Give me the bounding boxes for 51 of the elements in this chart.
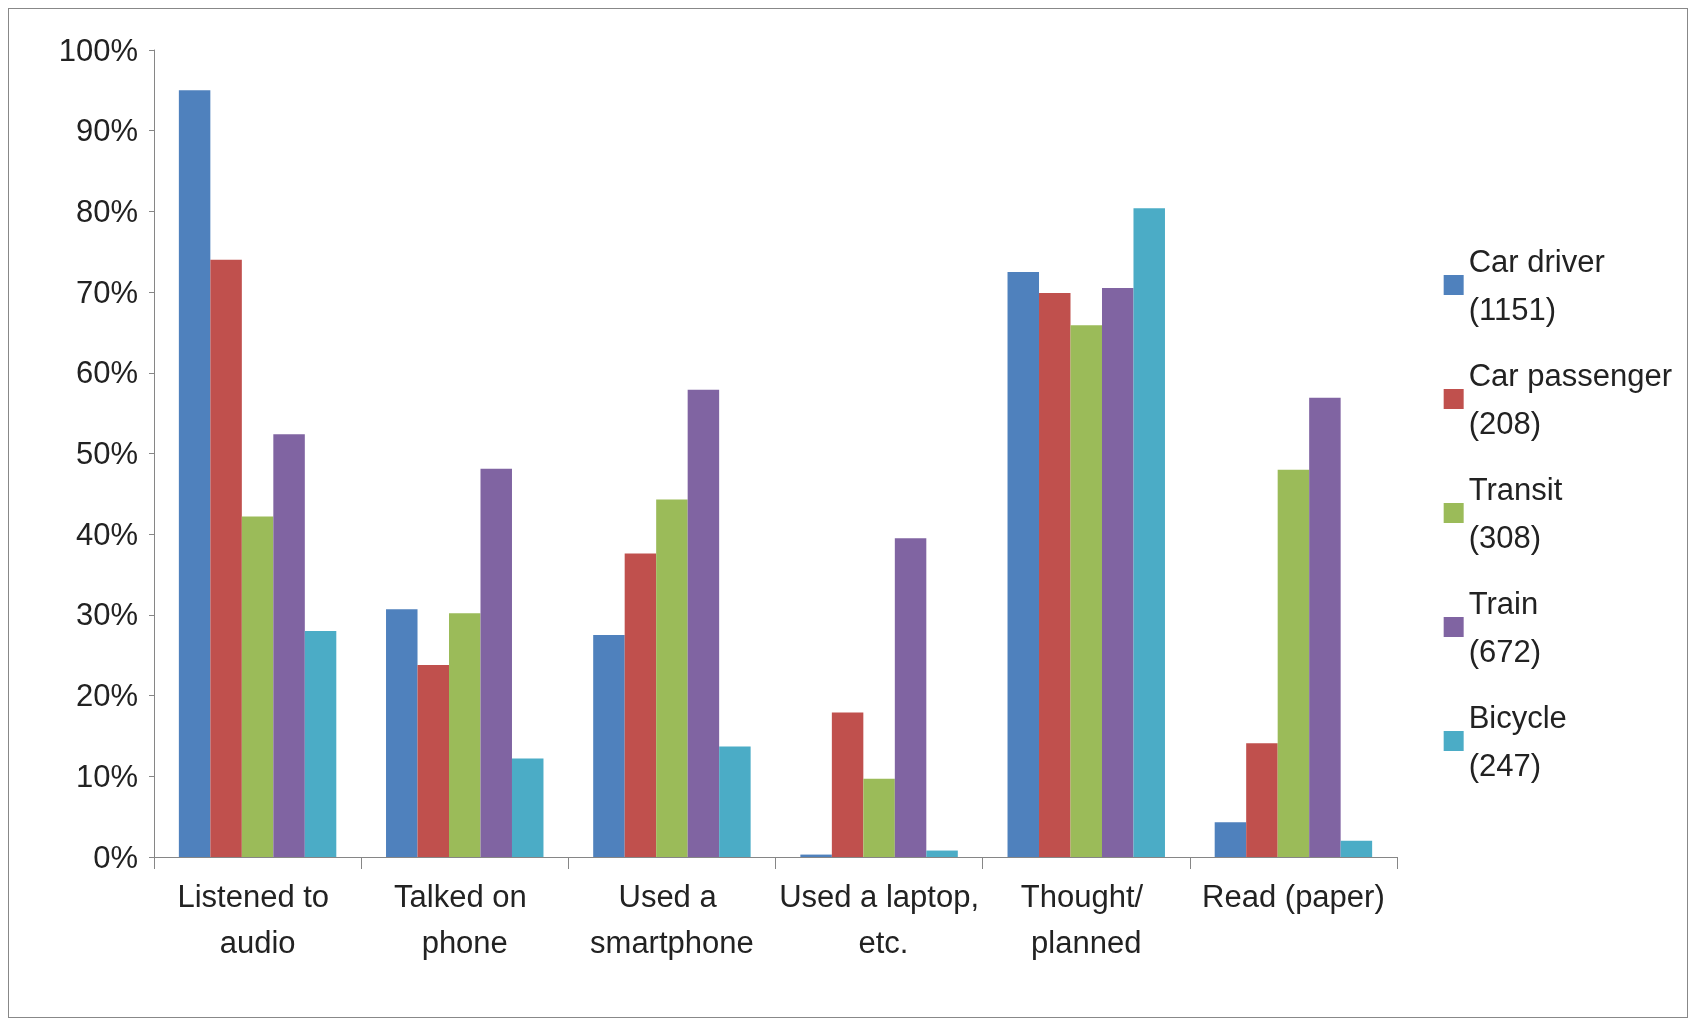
y-tick-label: 40% [75,516,138,552]
bar [480,468,512,857]
bar [1214,822,1247,857]
bar [656,499,688,857]
x-tick-label: Used a smartphone [590,878,754,960]
legend-label: Transit (308) [1468,471,1563,555]
bar [1007,271,1040,857]
bar [1039,292,1071,857]
y-tick-label: 10% [75,758,138,794]
bar [178,90,211,857]
legend-label: Bicycle (247) [1468,699,1567,783]
bar [449,613,481,857]
bar [831,712,864,857]
y-tick-label: 60% [75,355,138,391]
legend-label: Car driver (1151) [1468,243,1605,327]
bar [417,664,450,857]
y-tick-label: 90% [75,113,138,149]
bar [719,746,751,857]
y-tick-label: 30% [75,597,138,633]
bar [926,850,958,857]
x-tick-label: Talked on phone [394,878,536,960]
bar [1133,208,1165,857]
bar [1101,288,1134,857]
bar [894,538,927,857]
y-tick-label: 70% [75,274,138,310]
y-tick-label: 100% [58,32,138,68]
bar [1246,743,1278,857]
bar [241,516,274,857]
bar [687,389,720,857]
legend-label: Car passenger (208) [1468,357,1673,441]
x-tick-label: Listened to audio [177,878,338,960]
bar [210,259,242,857]
bar [1340,840,1373,857]
x-tick-label: Read (paper) [1202,878,1385,914]
y-tick-label: 0% [93,839,138,875]
x-tick-label: Used a laptop, etc. [779,878,980,960]
bar [386,609,418,857]
y-tick-label: 20% [75,678,138,714]
bar [593,635,625,857]
bar [1070,325,1102,857]
bar [1277,469,1310,857]
bar [273,434,305,857]
bar [624,553,657,857]
bar [304,631,337,857]
y-tick-label: 50% [75,436,138,471]
bar [1309,397,1341,857]
y-tick-label: 80% [75,193,138,229]
legend-label: Train (672) [1468,585,1542,669]
bar [511,758,544,857]
x-tick-label: Thought/ planned [1020,878,1152,960]
bar [863,778,895,857]
